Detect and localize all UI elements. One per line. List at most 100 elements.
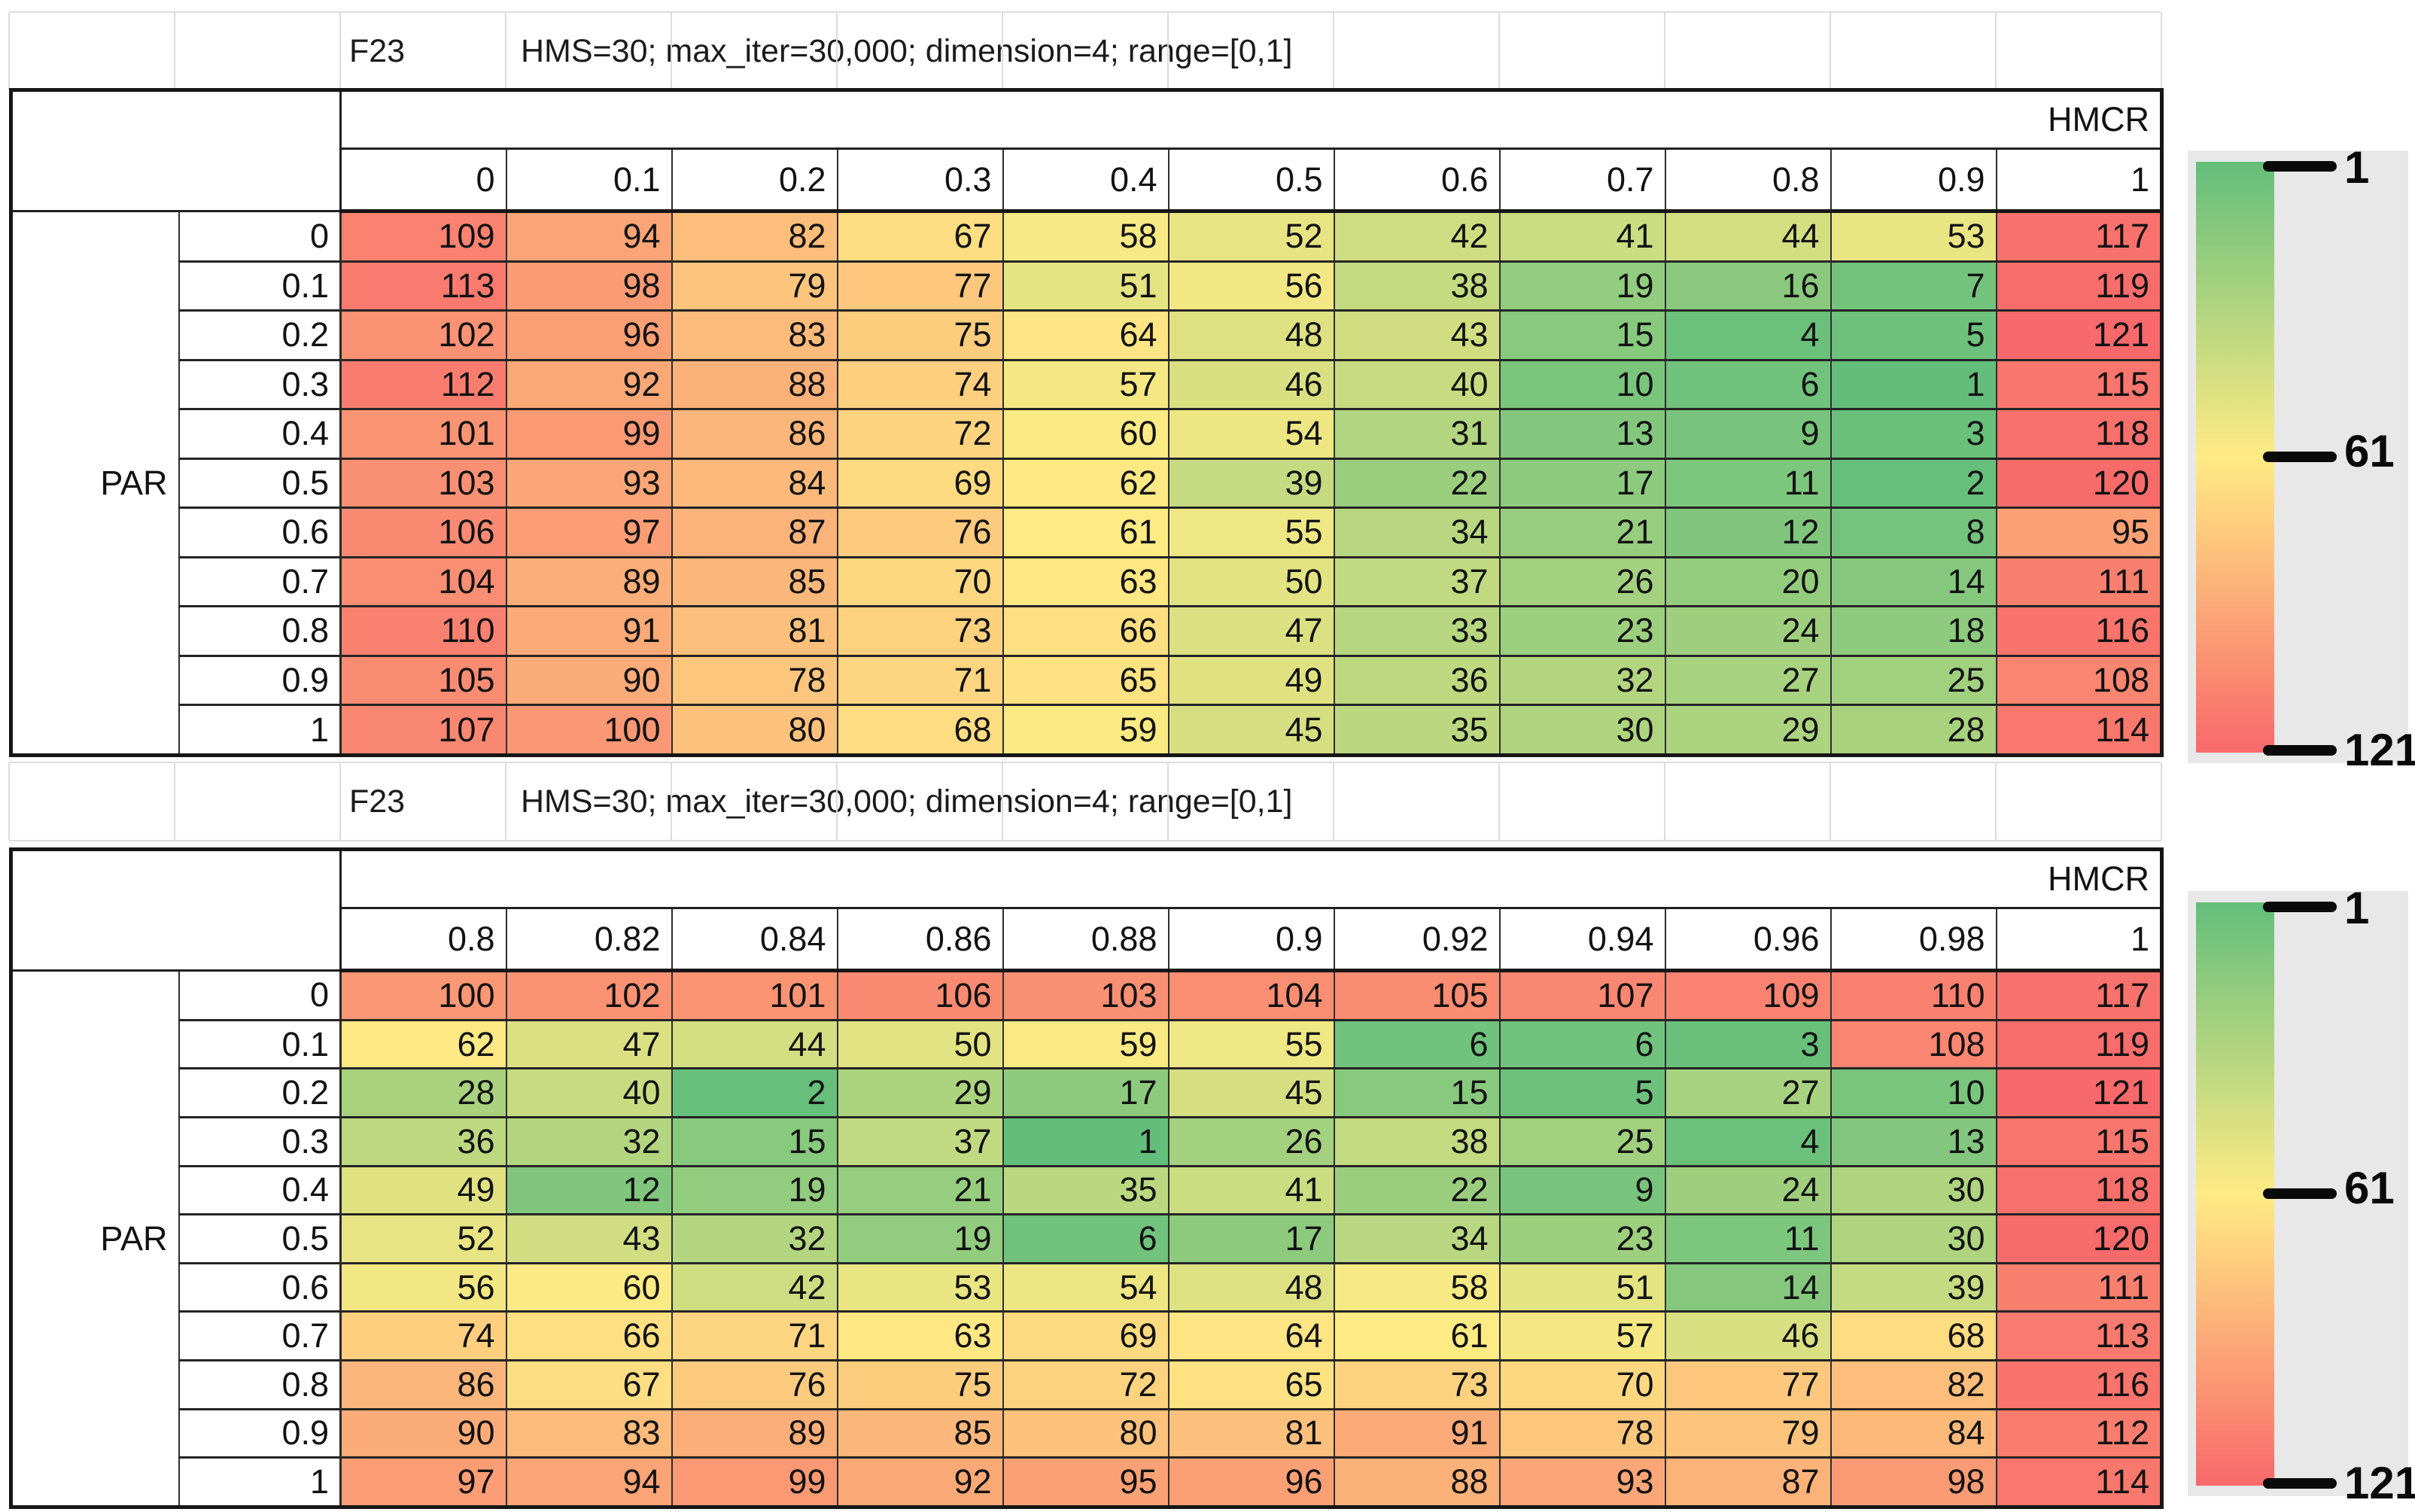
heatmap-cell: 54 (1002, 1261, 1169, 1312)
heatmap-cell: 71 (836, 654, 1003, 705)
heatmap-cell: 91 (1333, 1407, 1500, 1458)
col-header-cell: 0.9 (1167, 907, 1334, 972)
heatmap-cell: 102 (505, 969, 672, 1021)
heatmap-cell: 107 (1498, 969, 1665, 1021)
heatmap-cell: 30 (1498, 704, 1665, 756)
faint-gridline (1002, 763, 1003, 840)
heatmap-cell: 23 (1498, 1213, 1665, 1264)
col-header-cell: 0.8 (1664, 148, 1831, 213)
legend-tick-label: 61 (2344, 1163, 2395, 1213)
faint-gridline (174, 13, 175, 90)
heatmap-cell: 32 (1498, 654, 1665, 705)
heatmap-cell: 19 (1498, 260, 1665, 311)
legend-tick-dash (2263, 1188, 2337, 1199)
heatmap-cell: 86 (339, 1358, 506, 1410)
heatmap-cell: 38 (1333, 260, 1500, 311)
heatmap-cell: 99 (505, 408, 672, 459)
heatmap-cell: 111 (1995, 555, 2162, 607)
heatmap-cell: 62 (339, 1018, 506, 1069)
heatmap-cell: 12 (505, 1164, 672, 1215)
heatmap-cell: 39 (1167, 457, 1334, 508)
heatmap-cell: 47 (505, 1018, 672, 1069)
heatmap-cell: 119 (1995, 260, 2162, 311)
heatmap-cell: 58 (1333, 1261, 1500, 1312)
heatmap-cell: 117 (1995, 210, 2162, 262)
heatmap-cell: 11 (1664, 1213, 1831, 1264)
heatmap-cell: 80 (671, 704, 838, 756)
heatmap-cell: 25 (1498, 1115, 1665, 1167)
heatmap-cell: 70 (1498, 1358, 1665, 1410)
faint-gridline (2161, 13, 2162, 90)
heatmap-cell: 19 (836, 1213, 1003, 1264)
heatmap-cell: 112 (1995, 1407, 2162, 1458)
heatmap-cell: 56 (339, 1261, 506, 1312)
heatmap-cell: 93 (505, 457, 672, 508)
col-header-cell: 0.7 (1498, 148, 1665, 213)
heatmap-cell: 89 (671, 1407, 838, 1458)
heatmap-cell: 117 (1995, 969, 2162, 1021)
corner-cell (10, 848, 342, 972)
heatmap-cell: 75 (836, 1358, 1003, 1410)
heatmap-cell: 87 (1664, 1456, 1831, 1507)
heatmap-cell: 114 (1995, 704, 2162, 756)
heatmap-cell: 49 (1167, 654, 1334, 705)
heatmap-cell: 121 (1995, 309, 2162, 361)
heatmap-cell: 113 (1995, 1310, 2162, 1361)
heatmap-cell: 2 (671, 1067, 838, 1118)
heatmap-cell: 60 (1002, 408, 1169, 459)
heatmap-cell: 96 (1167, 1456, 1334, 1507)
heatmap-cell: 109 (1664, 969, 1831, 1021)
heatmap-cell: 13 (1498, 408, 1665, 459)
heatmap-cell: 59 (1002, 704, 1169, 756)
legend-gradient-bar (2196, 902, 2274, 1486)
heatmap-cell: 65 (1002, 654, 1169, 705)
heatmap-cell: 65 (1167, 1358, 1334, 1410)
heatmap-cell: 35 (1333, 704, 1500, 756)
col-header-cell: 0.4 (1002, 148, 1169, 213)
function-label-1: F23 (349, 32, 406, 69)
heatmap-cell: 116 (1995, 605, 2162, 656)
heatmap-cell: 2 (1829, 457, 1997, 508)
heatmap-cell: 4 (1664, 1115, 1831, 1167)
y-axis-label: PAR (10, 210, 180, 756)
heatmap-cell: 82 (1829, 1358, 1997, 1410)
heatmap-cell: 80 (1002, 1407, 1169, 1458)
heatmap-cell: 40 (505, 1067, 672, 1118)
heatmap-cell: 99 (671, 1456, 838, 1507)
heatmap-cell: 48 (1167, 309, 1334, 361)
heatmap-cell: 98 (505, 260, 672, 311)
heatmap-cell: 24 (1664, 605, 1831, 656)
heatmap-cell: 92 (836, 1456, 1003, 1507)
legend-tick-dash (2263, 745, 2337, 756)
heatmap-cell: 47 (1167, 605, 1334, 656)
heatmap-cell: 17 (1167, 1213, 1334, 1264)
heatmap-cell: 61 (1002, 507, 1169, 558)
heatmap-cell: 74 (836, 358, 1003, 409)
heatmap-cell: 87 (671, 507, 838, 558)
col-header-cell: 0 (339, 148, 506, 213)
heatmap-cell: 13 (1829, 1115, 1997, 1167)
heatmap-cell: 85 (836, 1407, 1003, 1458)
heatmap-cell: 3 (1829, 408, 1997, 459)
col-header-cell: 1 (1995, 148, 2162, 213)
heatmap-cell: 107 (339, 704, 506, 756)
col-header-cell: 0.9 (1829, 148, 1997, 213)
heatmap-cell: 90 (339, 1407, 506, 1458)
heatmap-cell: 98 (1829, 1456, 1997, 1507)
heatmap-cell: 61 (1333, 1310, 1500, 1361)
faint-gridline (339, 13, 341, 90)
row-header-cell: 0.6 (178, 507, 342, 558)
heatmap-cell: 106 (836, 969, 1003, 1021)
row-header-cell: 0.7 (178, 555, 342, 607)
heatmap-cell: 73 (836, 605, 1003, 656)
faint-gridline (339, 763, 341, 840)
heatmap-cell: 119 (1995, 1018, 2162, 1069)
heatmap-cell: 50 (836, 1018, 1003, 1069)
heatmap-cell: 26 (1498, 555, 1665, 607)
col-header-cell: 0.94 (1498, 907, 1665, 972)
heatmap-cell: 7 (1829, 260, 1997, 311)
heatmap-cell: 6 (1498, 1018, 1665, 1069)
legend-tick-label: 1 (2344, 142, 2370, 193)
heatmap-cell: 6 (1333, 1018, 1500, 1069)
legend-tick-label: 61 (2344, 426, 2395, 476)
